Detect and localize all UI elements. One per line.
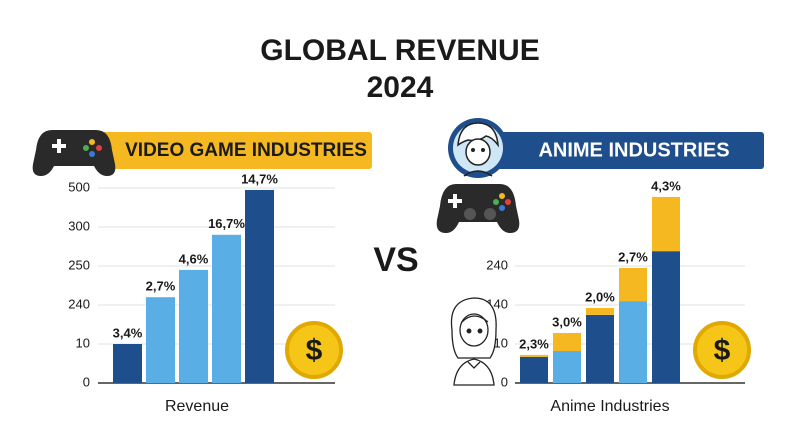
bar-label: 16,7% — [208, 216, 245, 231]
plots: 0102402503005003,4%2,7%4,6%16,7%14,7%Rev… — [68, 171, 745, 415]
bar-segment — [520, 356, 548, 383]
bar-segment — [652, 196, 680, 252]
subtitle: 2024 — [367, 71, 434, 104]
bar-label: 4,3% — [651, 178, 681, 193]
bar-segment — [520, 354, 548, 357]
gamepad-icon — [436, 184, 520, 233]
y-tick-label: 300 — [68, 218, 90, 233]
banner — [100, 132, 372, 169]
bar-segment — [586, 308, 614, 315]
bar — [113, 344, 142, 383]
x-axis-label: Revenue — [165, 398, 229, 415]
coin-symbol: $ — [714, 334, 731, 367]
x-axis-label: Anime Industries — [550, 398, 669, 415]
bar — [245, 189, 274, 383]
y-tick-label: 10 — [76, 335, 90, 350]
bar-label: 3,0% — [552, 314, 582, 329]
bar — [212, 234, 241, 383]
vs-label: VS — [373, 241, 418, 279]
coin-icon: $ — [693, 321, 751, 379]
bar-label: 2,0% — [585, 289, 615, 304]
y-tick-label: 0 — [83, 374, 90, 389]
banner-title: VIDEO GAME INDUSTRIES — [125, 140, 367, 161]
y-tick-label: 240 — [486, 257, 508, 272]
bar-label: 2,3% — [519, 336, 549, 351]
y-tick-label: 10 — [494, 335, 508, 350]
title: GLOBAL REVENUE — [260, 34, 539, 67]
bar-segment — [619, 267, 647, 302]
bar — [179, 269, 208, 383]
bar-segment — [586, 314, 614, 383]
banner-title: ANIME INDUSTRIES — [538, 139, 729, 161]
bar-segment — [619, 301, 647, 383]
bar — [146, 297, 175, 383]
y-tick-label: 250 — [68, 257, 90, 272]
gamepad-icon — [32, 130, 116, 176]
coin-icon: $ — [285, 321, 343, 379]
bar-label: 3,4% — [113, 325, 143, 340]
bar-label: 2,7% — [146, 279, 176, 294]
anime-face-icon — [448, 118, 508, 178]
bar-label: 4,6% — [179, 251, 209, 266]
banner — [488, 132, 764, 169]
y-tick-label: 0 — [501, 374, 508, 389]
bar-segment — [652, 251, 680, 383]
coin-symbol: $ — [306, 334, 323, 367]
bar-label: 14,7% — [241, 171, 278, 186]
bar-segment — [553, 332, 581, 352]
anime-girl-icon — [450, 297, 497, 386]
bar-label: 2,7% — [618, 249, 648, 264]
y-tick-label: 500 — [68, 179, 90, 194]
bar-segment — [553, 351, 581, 383]
y-tick-label: 240 — [68, 296, 90, 311]
